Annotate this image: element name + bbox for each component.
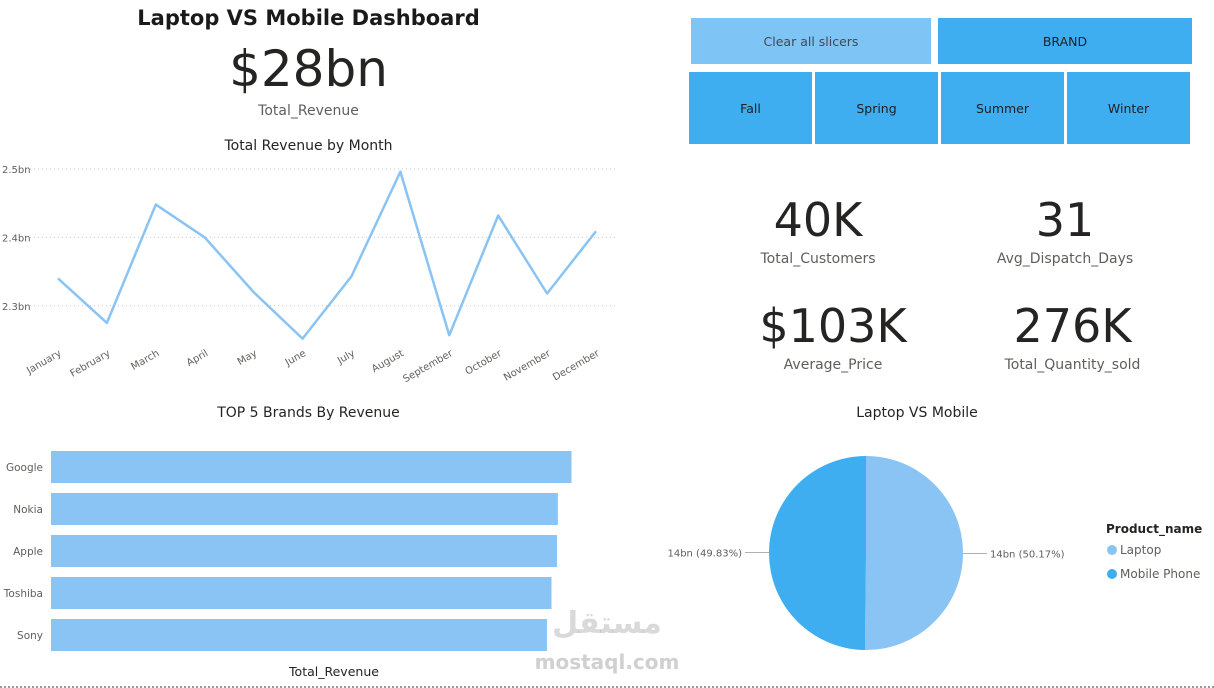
pie-data-label: 14bn (49.83%) [667, 548, 742, 559]
y-tick-label: 2.5bn [2, 165, 31, 176]
bar-category-label: Toshiba [3, 588, 43, 600]
revenue-by-month-line-chart: 2.3bn 2.4bn 2.5bn January February March April… [2, 165, 617, 386]
x-tick-label: October [464, 348, 505, 378]
y-tick-label: 2.4bn [2, 233, 31, 244]
total-revenue-value: $28bn [229, 40, 388, 98]
x-tick-label: July [335, 348, 357, 367]
bar-chart-title: TOP 5 Brands By Revenue [217, 405, 400, 421]
line-chart-title: Total Revenue by Month [224, 138, 393, 154]
season-slicer-fall[interactable]: Fall [689, 72, 812, 144]
bottom-border [0, 686, 1214, 688]
x-tick-label: February [69, 348, 113, 380]
bar-chart-xlabel: Total_Revenue [289, 664, 379, 679]
x-tick-label: September [401, 348, 455, 386]
watermark-logo-icon: مستقل [552, 606, 662, 641]
bar-category-label: Sony [17, 630, 43, 642]
total-quantity-sold-label: Total_Quantity_sold [1004, 357, 1141, 373]
bar-category-label: Google [6, 462, 43, 474]
x-tick-label: December [551, 348, 602, 384]
clear-slicers-button[interactable]: Clear all slicers [691, 18, 931, 64]
average-price-value: $103K [759, 299, 907, 353]
legend-title: Product_name [1106, 522, 1202, 537]
bar-apple[interactable] [51, 535, 557, 567]
avg-dispatch-days-value: 31 [1035, 193, 1095, 247]
x-tick-label: November [502, 348, 553, 384]
total-revenue-label: Total_Revenue [258, 103, 359, 119]
pie-data-label: 14bn (50.17%) [990, 550, 1065, 561]
legend-marker-icon [1107, 545, 1117, 555]
y-tick-label: 2.3bn [2, 302, 31, 313]
revenue-line-series [57, 170, 597, 340]
x-tick-label: August [370, 348, 406, 375]
avg-dispatch-days-label: Avg_Dispatch_Days [996, 251, 1134, 267]
top-brands-bar-chart: Google Nokia Apple Toshiba Sony [3, 451, 572, 651]
page-title: Laptop VS Mobile Dashboard [137, 6, 480, 30]
average-price-label: Average_Price [783, 357, 883, 373]
x-tick-label: January [24, 348, 63, 377]
bar-category-label: Apple [13, 546, 43, 558]
x-tick-label: June [283, 348, 308, 369]
brand-slicer-header: BRAND [938, 18, 1192, 64]
x-tick-label: March [129, 348, 161, 373]
total-customers-value: 40K [773, 193, 863, 247]
legend-item[interactable]: Mobile Phone [1120, 567, 1200, 581]
x-tick-label: April [185, 348, 210, 369]
legend-item[interactable]: Laptop [1120, 543, 1161, 557]
pie-slice-mobile-phone[interactable] [769, 456, 866, 650]
bar-sony[interactable] [51, 619, 547, 651]
total-quantity-sold-value: 276K [1013, 299, 1132, 353]
bar-google[interactable] [51, 451, 572, 483]
bar-toshiba[interactable] [51, 577, 552, 609]
total-customers-label: Total_Customers [760, 251, 876, 267]
season-slicer-summer[interactable]: Summer [941, 72, 1064, 144]
watermark-text: mostaql.com [534, 650, 680, 674]
pie-slice-laptop[interactable] [864, 456, 964, 650]
season-slicer-winter[interactable]: Winter [1067, 72, 1190, 144]
bar-nokia[interactable] [51, 493, 558, 525]
pie-chart-title: Laptop VS Mobile [856, 405, 978, 421]
legend-marker-icon [1107, 569, 1117, 579]
laptop-vs-mobile-pie-chart: 14bn (50.17%) 14bn (49.83%) Product_name La… [667, 456, 1202, 650]
x-tick-label: May [236, 348, 259, 368]
bar-category-label: Nokia [13, 504, 43, 516]
season-slicer-spring[interactable]: Spring [815, 72, 938, 144]
